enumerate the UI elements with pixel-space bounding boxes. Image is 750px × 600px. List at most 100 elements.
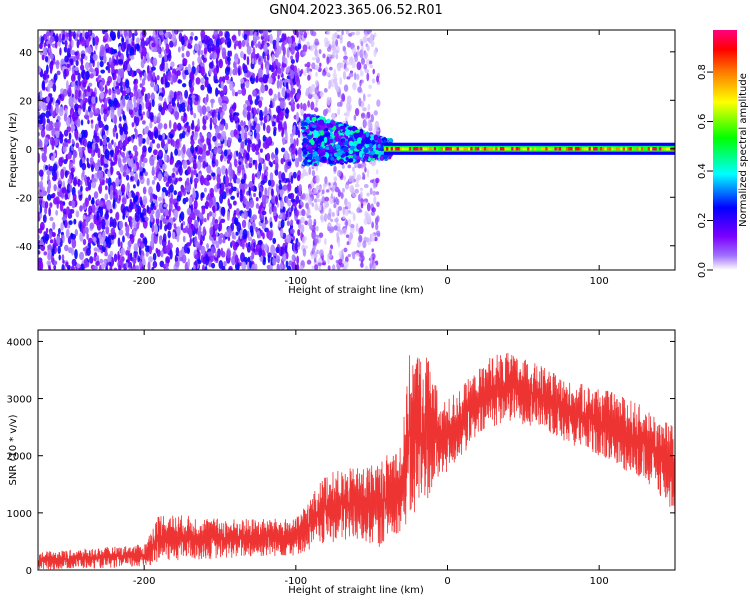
noise-cell [246,56,250,66]
noise-cell [373,32,377,38]
noise-cell [272,257,277,266]
noise-cell [63,69,67,80]
noise-cell [129,46,135,57]
noise-cell [211,172,216,177]
noise-cell [146,110,149,118]
noise-cell [91,196,95,205]
signal-cell [365,131,370,138]
noise-cell [318,232,324,238]
noise-cell [314,198,318,203]
noise-cell [269,172,274,182]
line-core-cell [429,147,432,151]
noise-cell [248,157,252,164]
noise-cell [240,131,246,141]
noise-cell [235,134,240,139]
noise-cell [74,229,78,237]
noise-cell [178,103,183,113]
noise-cell [290,219,294,226]
noise-cell [157,122,163,130]
noise-cell [337,169,342,178]
noise-cell [325,71,331,77]
noise-cell [197,55,202,64]
noise-cell [296,255,300,265]
noise-cell [104,97,108,107]
noise-cell [98,200,104,208]
noise-cell [50,64,53,70]
line-core-cell [645,147,648,151]
noise-cell [296,219,300,225]
noise-cell [356,73,360,80]
noise-cell [290,55,294,61]
line-core-cell [652,147,655,151]
noise-cell [200,77,205,84]
signal-cell [362,133,366,140]
noise-cell [305,202,309,209]
spectrogram-x-label: Height of straight line (km) [288,285,424,296]
noise-cell [173,190,178,196]
noise-cell [169,242,173,249]
noise-cell [72,193,77,202]
noise-cell [259,109,263,118]
noise-cell [70,167,75,174]
noise-cell [39,212,43,219]
line-core-cell [654,147,657,151]
noise-cell [258,157,264,165]
noise-cell [134,128,137,133]
noise-cell [53,260,58,266]
noise-cell [117,250,120,262]
noise-cell [82,30,86,40]
noise-cell [215,38,220,47]
noise-cell [291,153,296,160]
noise-cell [174,106,178,112]
noise-cell [212,135,217,142]
noise-cell [159,219,163,230]
noise-cell [120,183,126,194]
noise-cell [267,179,272,187]
noise-cell [371,248,374,253]
noise-cell [182,235,186,243]
noise-cell [290,64,295,70]
noise-cell [122,156,127,164]
noise-cell [356,207,361,214]
noise-cell [345,219,348,228]
noise-cell [134,150,139,157]
line-core-cell [636,147,639,151]
noise-cell [272,43,276,50]
noise-cell [355,223,359,232]
line-core-cell [493,147,496,151]
noise-cell [138,103,142,111]
noise-cell [119,126,124,136]
noise-cell [300,68,304,74]
line-core-cell [383,147,387,151]
noise-cell [232,243,238,251]
noise-cell [284,244,288,254]
noise-cell [77,178,81,188]
noise-cell [186,207,192,216]
noise-cell [221,165,227,175]
noise-cell [177,166,181,173]
line-core-cell [467,147,471,151]
line-core-cell [570,147,573,151]
noise-cell [111,233,115,241]
noise-cell [186,177,190,187]
noise-cell [76,118,81,128]
noise-cell [43,49,48,55]
noise-cell [157,173,163,180]
noise-cell [120,43,126,53]
noise-cell [94,162,99,172]
noise-cell [187,42,192,48]
noise-cell [62,259,65,264]
noise-cell [339,34,343,39]
noise-cell [307,223,313,227]
noise-cell [352,213,356,222]
noise-cell [360,113,365,117]
noise-cell [136,68,141,74]
noise-cell [362,36,368,44]
noise-cell [102,134,107,140]
noise-cell [98,244,103,251]
noise-cell [206,212,210,221]
noise-cell [225,168,228,177]
noise-cell [226,37,232,48]
noise-cell [171,172,175,178]
